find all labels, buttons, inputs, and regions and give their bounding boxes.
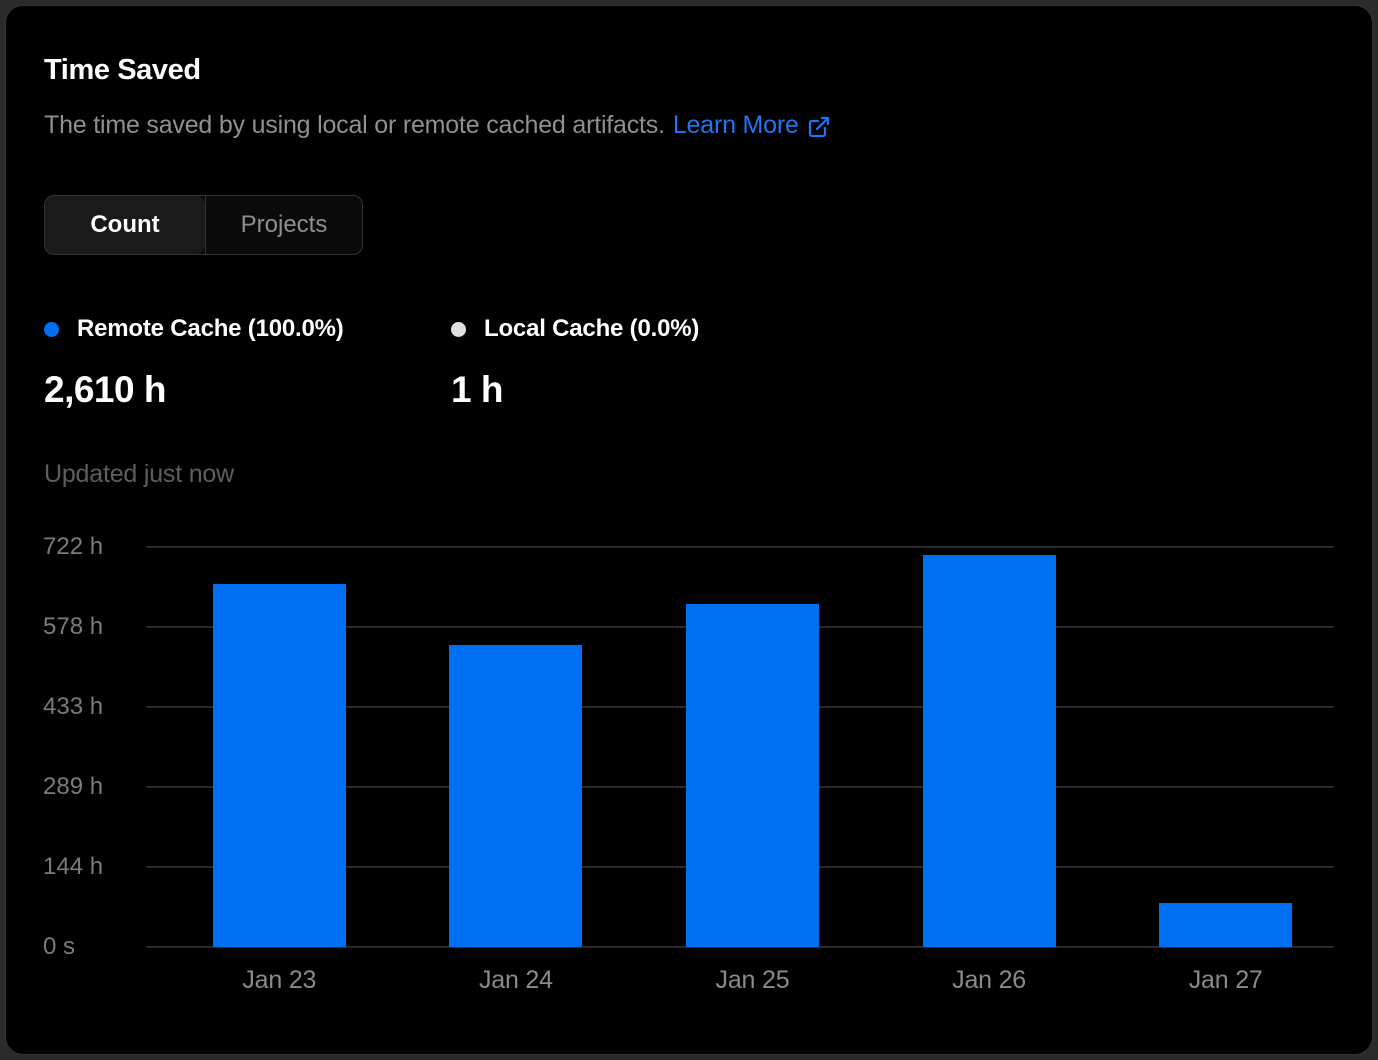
remote-cache-label: Remote Cache (100.0%) (77, 315, 344, 342)
gridline (146, 546, 1334, 548)
remote-cache-dot-icon (44, 321, 59, 337)
x-tick-label: Jan 27 (1188, 966, 1263, 994)
x-tick-label: Jan 23 (242, 966, 317, 994)
bar-jan-23[interactable] (212, 583, 346, 947)
bar-jan-27[interactable] (1159, 902, 1293, 947)
bar-slot (634, 547, 871, 947)
bar-jan-25[interactable] (686, 603, 819, 947)
local-cache-dot-icon (451, 321, 466, 337)
learn-more-link[interactable]: Learn More (673, 111, 831, 140)
x-tick-label: Jan 25 (715, 966, 790, 994)
local-cache-label: Local Cache (0.0%) (484, 315, 700, 342)
y-tick-label: 722 h (43, 533, 104, 560)
x-axis: Jan 23 Jan 24 Jan 25 Jan 26 Jan 27 (161, 966, 1344, 995)
local-cache-value: 1 h (451, 369, 503, 410)
bar-slot (161, 547, 398, 947)
card-subtitle: The time saved by using local or remote … (44, 111, 831, 140)
y-tick-label: 144 h (43, 853, 104, 881)
gridline (146, 946, 1334, 948)
time-saved-card: Time Saved The time saved by using local… (5, 5, 1373, 1055)
updated-status: Updated just now (44, 460, 234, 488)
legend-remote-toggle[interactable]: Remote Cache (100.0%) (44, 315, 344, 343)
tab-projects[interactable]: Projects (205, 196, 362, 254)
y-tick-label: 433 h (43, 693, 104, 721)
x-tick-label: Jan 24 (478, 966, 553, 994)
bar-slot (871, 547, 1108, 947)
legend-remote-cache: Remote Cache (100.0%) 2,610 h (44, 315, 344, 411)
external-link-icon (808, 116, 829, 137)
legend-local-toggle[interactable]: Local Cache (0.0%) (451, 315, 699, 343)
bars-layer (161, 547, 1344, 947)
bar-jan-26[interactable] (922, 554, 1056, 947)
y-tick-label: 0 s (43, 933, 76, 960)
learn-more-label: Learn More (672, 111, 799, 139)
x-tick-label: Jan 26 (952, 966, 1027, 994)
page-title: Time Saved (44, 54, 201, 86)
bar-jan-24[interactable] (449, 644, 583, 947)
y-axis: 722 h 578 h 433 h 289 h 144 h 0 s (43, 533, 143, 960)
bar-slot (398, 547, 635, 947)
bar-slot (1107, 547, 1344, 947)
y-tick-label: 578 h (43, 612, 104, 640)
view-toggle: Count Projects (44, 195, 363, 255)
legend-local-cache: Local Cache (0.0%) 1 h (451, 315, 699, 411)
y-tick-label: 289 h (43, 772, 104, 800)
tab-count[interactable]: Count (45, 196, 205, 254)
card-subtitle-text: The time saved by using local or remote … (44, 111, 665, 139)
remote-cache-value: 2,610 h (44, 369, 166, 410)
